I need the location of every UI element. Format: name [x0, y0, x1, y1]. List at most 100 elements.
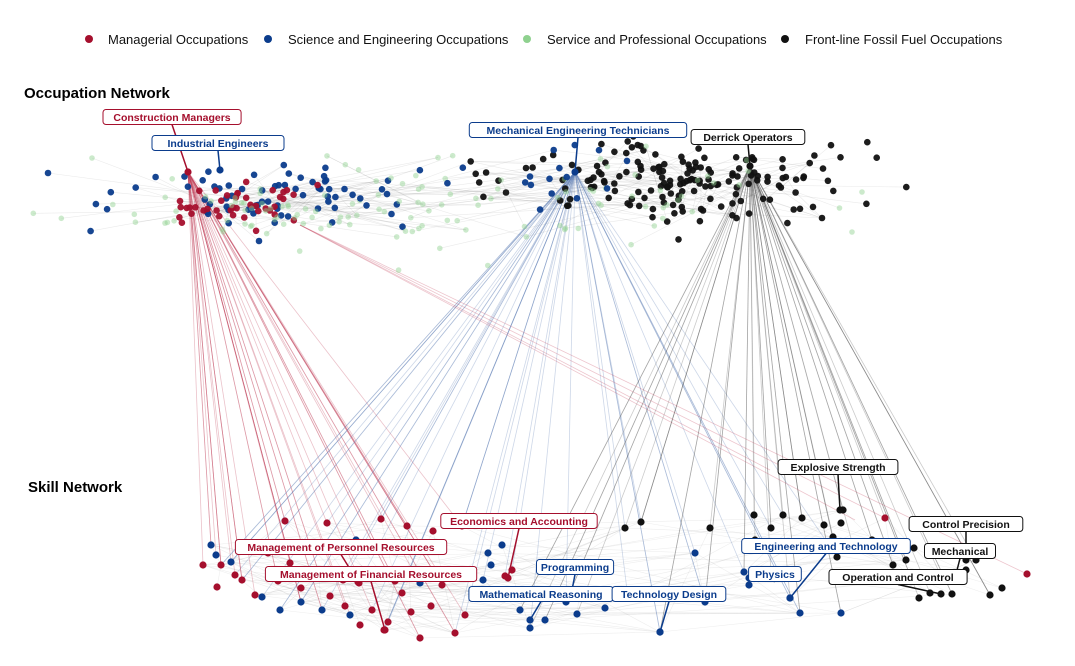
- skill-edge: [430, 605, 606, 609]
- occupation-node: [849, 229, 855, 235]
- occupation-edge: [740, 176, 787, 202]
- occupation-node: [568, 161, 576, 169]
- cross-network-edge: [220, 171, 576, 566]
- occupation-node: [775, 182, 783, 189]
- cross-network-edge: [371, 171, 576, 611]
- occupation-node: [658, 174, 666, 181]
- occupation-node: [546, 175, 553, 183]
- occupation-node: [199, 177, 206, 184]
- cross-network-edge: [342, 171, 576, 581]
- cross-network-edge: [187, 171, 243, 581]
- cross-network-edge: [187, 171, 286, 522]
- occupation-node: [435, 154, 441, 161]
- occupation-node: [475, 179, 483, 186]
- occupation-edge: [699, 184, 719, 222]
- skill-node: [621, 524, 629, 532]
- occupation-node: [759, 195, 767, 203]
- occupation-edge: [410, 204, 442, 218]
- skill-label-6: Technology Design: [621, 589, 717, 601]
- occupation-node: [587, 186, 593, 193]
- cross-network-edge: [187, 171, 279, 582]
- occupation-node: [241, 214, 248, 221]
- skill-label-2: Management of Personnel Resources: [247, 542, 434, 554]
- occupation-edge: [402, 183, 561, 201]
- occupation-node: [229, 211, 237, 219]
- legend-label-fossil: Front-line Fossil Fuel Occupations: [805, 32, 1003, 47]
- occupation-node: [792, 189, 799, 196]
- occupation-node: [269, 186, 277, 194]
- occupation-node: [745, 168, 751, 174]
- occupation-node: [495, 177, 502, 184]
- skill-edge: [216, 564, 222, 588]
- skill-node: [798, 514, 806, 522]
- skill-edge: [279, 595, 331, 611]
- cross-network-edge: [511, 171, 576, 571]
- occupation-node: [192, 204, 199, 211]
- cross-network-edge: [187, 171, 291, 564]
- skill-edge: [279, 609, 389, 623]
- occupation-node: [242, 207, 248, 214]
- skill-node: [213, 583, 221, 591]
- skill-label-5: Mathematical Reasoning: [479, 589, 602, 601]
- cross-network-edge: [743, 165, 751, 573]
- occupation-node: [707, 195, 714, 203]
- cross-network-edge: [749, 165, 791, 599]
- skill-node: [281, 517, 289, 525]
- skill-label-7: Engineering and Technology: [754, 541, 897, 553]
- cross-network-edge: [187, 171, 382, 520]
- skill-node: [1023, 570, 1031, 578]
- occupation-node: [326, 222, 333, 229]
- skill-node: [199, 561, 207, 569]
- cross-network-edge: [576, 165, 751, 615]
- skill-node: [258, 593, 266, 601]
- cross-network-edge: [187, 171, 204, 566]
- occupation-node: [449, 152, 456, 159]
- skill-edge: [461, 525, 661, 633]
- cross-network-edge: [187, 171, 456, 634]
- skill-node: [833, 553, 841, 561]
- cross-network-edge: [749, 165, 931, 594]
- occupation-node: [649, 205, 657, 213]
- occupation-node: [300, 220, 307, 227]
- cross-network-edge: [574, 171, 706, 603]
- occupation-node: [342, 161, 349, 168]
- occupation-edge: [505, 192, 655, 227]
- occupation-node: [225, 219, 232, 227]
- occupation-edge: [253, 174, 278, 206]
- occupation-node: [169, 176, 175, 182]
- occupation-node: [277, 212, 285, 219]
- occupation-node: [751, 169, 758, 176]
- occupation-node: [597, 156, 604, 162]
- occupation-node: [107, 188, 115, 196]
- occupation-label-3-leader: [574, 137, 579, 173]
- cross-network-edge: [187, 171, 323, 611]
- occupation-node: [413, 172, 419, 179]
- skill-label-12-node: [937, 590, 945, 598]
- legend-marker-managerial: [85, 35, 93, 43]
- occupation-node: [322, 176, 330, 184]
- cross-network-edge: [299, 224, 771, 471]
- skill-node: [498, 541, 506, 549]
- occupation-edge: [270, 182, 526, 209]
- skill-edge: [544, 593, 953, 621]
- occupation-node: [285, 170, 293, 177]
- occupation-node: [666, 177, 674, 185]
- occupation-node: [729, 200, 736, 207]
- skill-edge: [241, 579, 466, 616]
- cross-network-edge: [299, 224, 1028, 575]
- occupation-edge: [601, 143, 823, 219]
- occupation-node: [707, 182, 714, 190]
- occupation-node: [337, 214, 344, 220]
- occupation-node: [325, 185, 333, 193]
- occupation-label-4: Derrick Operators: [703, 132, 792, 144]
- occupation-node: [419, 184, 425, 190]
- skill-node: [915, 594, 923, 602]
- skill-edge: [300, 601, 456, 634]
- occupation-edge: [500, 179, 525, 227]
- skill-edge: [344, 527, 626, 607]
- occupation-edge: [450, 193, 552, 195]
- cross-network-edge: [624, 165, 751, 529]
- occupation-node: [409, 228, 416, 235]
- occupation-node: [563, 189, 569, 195]
- skill-node: [820, 521, 828, 529]
